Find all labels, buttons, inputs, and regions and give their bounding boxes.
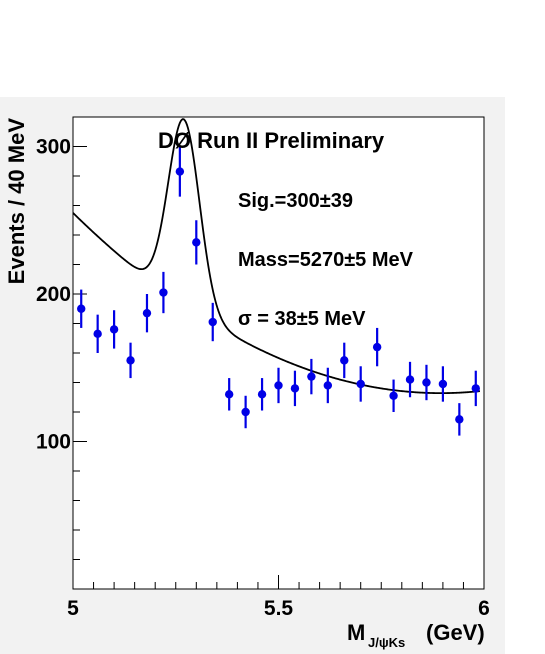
data-point <box>142 294 152 333</box>
data-marker <box>471 384 480 393</box>
data-point <box>405 361 415 398</box>
data-marker <box>356 379 365 389</box>
data-point <box>208 302 217 342</box>
x-axis-label-unit: (GeV) <box>426 620 485 645</box>
axis-tick-labels: 5 5.5 6 100 200 300 <box>36 136 490 621</box>
data-marker <box>142 308 152 318</box>
data-marker <box>77 304 86 313</box>
data-point <box>159 271 168 314</box>
annotation-mass: Mass=5270±5 MeV <box>238 249 414 271</box>
x-tick-label: 5 <box>67 597 79 620</box>
data-point <box>290 370 300 407</box>
fit-curve <box>72 118 480 395</box>
data-marker <box>192 238 201 247</box>
data-marker <box>208 317 217 327</box>
data-marker <box>405 375 415 384</box>
data-point <box>422 364 431 401</box>
data-point <box>126 342 135 379</box>
axis-ticks <box>72 116 485 589</box>
data-point <box>93 314 102 353</box>
x-axis-label-subscript: J/ψKs <box>368 635 405 650</box>
data-marker <box>109 325 119 334</box>
y-tick-label: 100 <box>36 431 71 454</box>
chart-title: DØ Run II Preliminary <box>158 128 385 153</box>
data-marker <box>224 390 234 399</box>
y-axis-label: Events / 40 MeV <box>4 118 29 285</box>
data-marker <box>307 372 316 381</box>
data-marker <box>323 381 333 390</box>
data-point <box>340 342 349 379</box>
data-point <box>241 395 250 429</box>
data-point <box>307 358 316 395</box>
data-marker <box>257 390 267 399</box>
data-point <box>109 310 119 349</box>
data-point <box>471 370 480 407</box>
x-tick-label: 6 <box>478 597 490 620</box>
data-marker <box>159 288 168 297</box>
data-marker <box>241 407 250 417</box>
data-point <box>175 146 185 197</box>
data-point <box>323 367 333 404</box>
plot-frame <box>72 116 485 590</box>
data-point <box>224 378 234 411</box>
data-point <box>356 366 365 402</box>
x-axis-label-main: M <box>347 620 365 645</box>
data-point <box>192 220 201 265</box>
data-marker <box>290 384 300 393</box>
data-marker <box>455 415 464 424</box>
data-marker <box>274 381 283 390</box>
data-marker <box>422 378 431 387</box>
data-point <box>389 379 398 412</box>
y-tick-label: 200 <box>36 283 71 306</box>
x-tick-label: 5.5 <box>264 597 294 620</box>
annotation-signal: Sig.=300±39 <box>238 190 353 212</box>
data-marker <box>340 356 349 365</box>
data-point <box>372 327 382 367</box>
data-point <box>455 403 464 436</box>
annotation-sigma: σ = 38±5 MeV <box>238 308 366 330</box>
data-marker <box>126 356 135 365</box>
data-marker <box>93 329 102 339</box>
data-point <box>438 366 448 402</box>
data-marker <box>372 342 382 352</box>
data-point <box>257 378 267 411</box>
data-marker <box>175 167 185 176</box>
y-tick-label: 300 <box>36 136 71 159</box>
data-marker <box>438 379 448 389</box>
data-point <box>274 367 283 404</box>
data-points <box>77 146 480 436</box>
data-point <box>77 289 86 328</box>
data-marker <box>389 391 398 400</box>
